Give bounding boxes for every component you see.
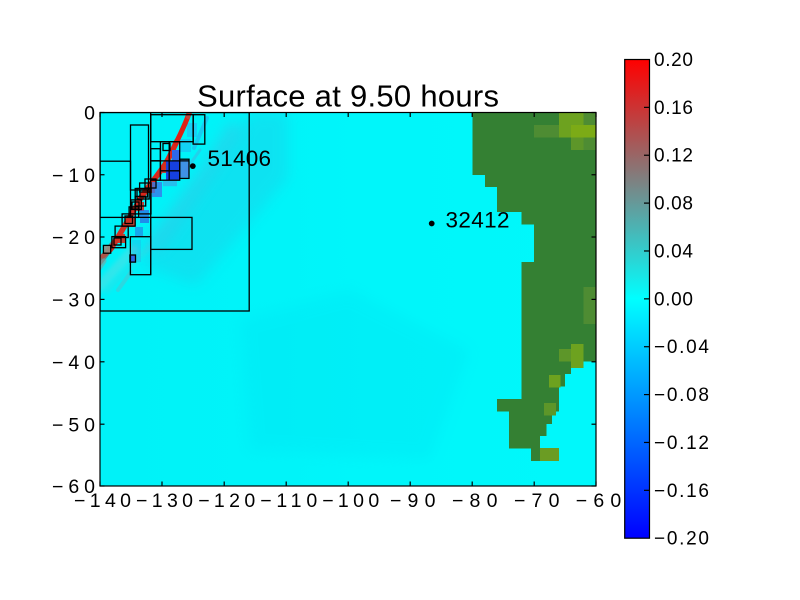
svg-text:−110: −110 bbox=[260, 490, 317, 512]
svg-text:0.16: 0.16 bbox=[654, 98, 693, 119]
svg-text:−80: −80 bbox=[452, 490, 498, 512]
svg-text:−120: −120 bbox=[198, 490, 255, 512]
svg-text:0: 0 bbox=[84, 102, 95, 124]
svg-text:−100: −100 bbox=[322, 490, 379, 512]
svg-text:−10: −10 bbox=[52, 165, 95, 187]
svg-text:0.00: 0.00 bbox=[654, 289, 693, 310]
svg-text:−0.04: −0.04 bbox=[654, 337, 709, 358]
svg-text:−0.08: −0.08 bbox=[654, 385, 709, 406]
svg-text:Surface at 9.50 hours: Surface at 9.50 hours bbox=[197, 79, 499, 114]
svg-text:−30: −30 bbox=[52, 290, 95, 312]
svg-text:−20: −20 bbox=[52, 227, 95, 249]
svg-text:−40: −40 bbox=[52, 352, 95, 374]
svg-text:−60: −60 bbox=[576, 490, 622, 512]
svg-text:0.04: 0.04 bbox=[654, 242, 693, 263]
svg-text:−50: −50 bbox=[52, 414, 95, 436]
svg-text:0.12: 0.12 bbox=[654, 146, 693, 167]
svg-text:51406: 51406 bbox=[208, 146, 272, 171]
svg-text:−90: −90 bbox=[390, 490, 436, 512]
svg-text:32412: 32412 bbox=[446, 208, 510, 233]
svg-text:−140: −140 bbox=[74, 490, 131, 512]
svg-text:−70: −70 bbox=[514, 490, 560, 512]
svg-text:0.20: 0.20 bbox=[654, 50, 693, 71]
svg-text:0.08: 0.08 bbox=[654, 194, 693, 215]
svg-text:−130: −130 bbox=[136, 490, 193, 512]
svg-text:−0.20: −0.20 bbox=[654, 529, 709, 550]
svg-text:−0.16: −0.16 bbox=[654, 481, 709, 502]
svg-text:−60: −60 bbox=[52, 476, 95, 498]
svg-text:−0.12: −0.12 bbox=[654, 433, 709, 454]
